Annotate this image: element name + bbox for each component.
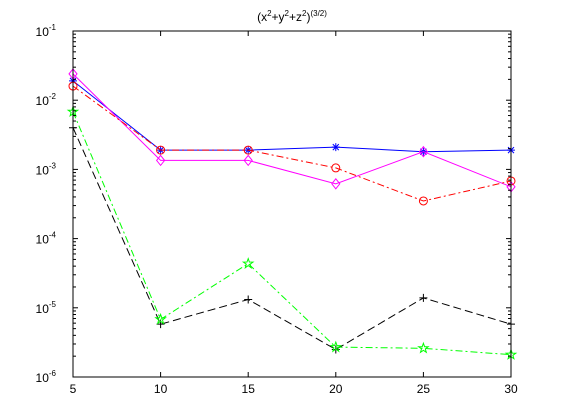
y-tick-label-base: 10	[36, 163, 50, 177]
y-tick-label-base: 10	[36, 302, 50, 316]
y-tick-label-base: 10	[36, 233, 50, 247]
series-1-point	[331, 177, 341, 190]
series-2-line	[72, 85, 512, 202]
y-tick-label-exponent: -4	[49, 231, 57, 240]
series-4-point	[417, 341, 430, 354]
series-4-point	[241, 257, 255, 269]
chart-title-base-z: +z	[289, 10, 302, 24]
y-tick-label-exponent: -6	[49, 369, 57, 378]
series-2-point	[331, 163, 341, 173]
series-1-line	[72, 73, 512, 188]
series-4-point	[329, 340, 343, 353]
y-tick-label-base: 10	[36, 25, 50, 39]
series-0-line	[72, 80, 512, 153]
x-tick-label: 15	[242, 382, 256, 396]
x-tick-label: 10	[154, 382, 168, 396]
y-tick-label-exponent: -5	[49, 300, 57, 309]
series-3-point	[419, 293, 428, 302]
x-tick-label: 20	[329, 382, 343, 396]
series-1-point	[155, 154, 166, 167]
y-tick-label: 10-4	[36, 231, 57, 247]
series-2-point	[418, 196, 428, 206]
y-tick-label: 10-2	[36, 92, 57, 108]
y-tick-label-exponent: -2	[49, 92, 57, 101]
y-tick-label: 10-6	[36, 369, 57, 385]
series-1-point	[243, 154, 253, 167]
axes-box	[72, 30, 512, 378]
y-tick-label-exponent: -3	[49, 161, 57, 170]
axes-background	[73, 31, 511, 377]
chart-title-close: )	[306, 10, 310, 24]
x-tick-label: 5	[70, 382, 77, 396]
chart-title-exp-z: 2	[302, 9, 307, 18]
chart-title-base-x: (x	[257, 10, 267, 24]
y-tick-label-base: 10	[36, 94, 50, 108]
y-tick-label-exponent: -1	[49, 23, 57, 32]
y-tick-label-base: 10	[36, 371, 50, 385]
series-0-point	[331, 143, 340, 152]
series-1-point	[418, 145, 429, 158]
series-3-line	[72, 127, 512, 351]
x-tick-label: 30	[504, 382, 518, 396]
chart-title-exp-y: 2	[285, 9, 290, 18]
chart-title-base-y: +y	[272, 10, 285, 24]
x-tick-label: 25	[417, 382, 431, 396]
y-tick-label: 10-1	[36, 23, 57, 39]
series-3-point	[244, 295, 253, 304]
series-2-point	[156, 145, 166, 155]
chart-title-exp-x: 2	[267, 9, 272, 18]
chart-title-outer-exp: (3/2)	[310, 9, 327, 18]
y-tick-label: 10-3	[36, 161, 57, 177]
y-tick-label: 10-5	[36, 300, 57, 316]
series-2-point	[243, 145, 253, 155]
series-4-point	[154, 312, 167, 325]
chart-title: (x2+y2+z2)(3/2)	[257, 9, 327, 24]
